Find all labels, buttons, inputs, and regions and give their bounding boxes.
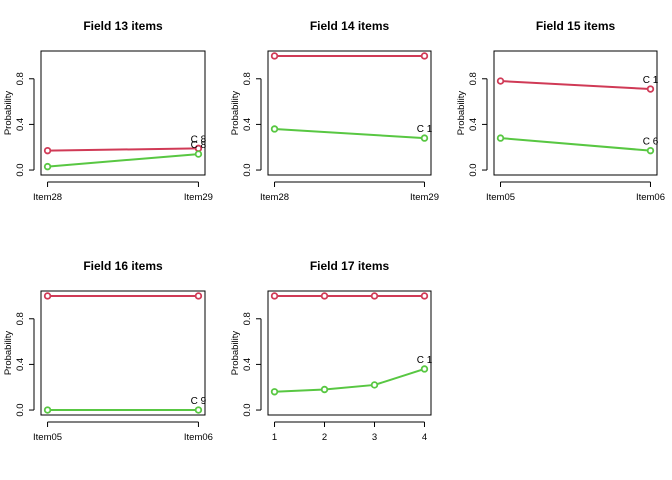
data-point [43, 292, 52, 300]
data-point [370, 381, 379, 389]
data-point [43, 146, 52, 155]
data-point [270, 52, 279, 60]
point-label: C 9 [191, 396, 207, 407]
y-tick-label: 0.0 [468, 163, 479, 176]
y-tick-label: 0.8 [15, 72, 26, 85]
data-point [320, 385, 329, 394]
point-label: C 1 [417, 124, 433, 135]
x-tick-label: Item05 [33, 432, 62, 443]
y-tick-label: 0.0 [15, 403, 26, 416]
point-label: C 6 [643, 137, 659, 148]
chart-title: Field 16 items [83, 259, 163, 273]
data-point [646, 85, 655, 93]
y-tick-label: 0.0 [242, 403, 253, 416]
plot-frame [40, 50, 206, 176]
data-point [646, 146, 655, 155]
x-tick-label: 1 [272, 432, 277, 443]
y-tick-label: 0.4 [242, 118, 253, 131]
y-tick-label: 0.0 [242, 163, 253, 176]
point-label: C 1 [417, 355, 433, 366]
plot-frame [493, 50, 658, 176]
data-point [496, 77, 505, 85]
y-axis-title: Probability [3, 331, 14, 376]
y-tick-label: 0.8 [468, 72, 479, 85]
chart-title: Field 15 items [536, 19, 616, 33]
series-line [47, 147, 199, 152]
x-tick-label: Item06 [184, 432, 213, 443]
data-point [270, 292, 279, 300]
data-point [194, 150, 203, 158]
point-label: C 8 [191, 134, 207, 145]
x-tick-label: Item06 [636, 192, 665, 203]
data-point [420, 365, 429, 373]
data-point [194, 292, 203, 300]
y-tick-label: 0.8 [242, 312, 253, 325]
y-tick-label: 0.0 [15, 163, 26, 176]
data-point [420, 52, 429, 60]
x-tick-label: 2 [322, 432, 327, 443]
x-tick-label: Item28 [260, 192, 289, 203]
y-axis-title: Probability [456, 91, 467, 136]
plot-frame [40, 290, 206, 416]
x-tick-label: 3 [372, 432, 377, 443]
y-axis-title: Probability [3, 91, 14, 136]
chart-title: Field 14 items [310, 19, 390, 33]
data-point [420, 292, 429, 300]
y-tick-label: 0.4 [15, 118, 26, 131]
y-tick-label: 0.8 [15, 312, 26, 325]
data-point [270, 388, 279, 396]
y-tick-label: 0.4 [242, 358, 253, 371]
plot-frame [267, 50, 432, 176]
x-tick-label: Item29 [410, 192, 439, 203]
data-point [270, 125, 279, 133]
chart-title: Field 17 items [310, 259, 390, 273]
series-line [274, 127, 425, 140]
data-point [194, 406, 203, 414]
data-point [496, 134, 505, 142]
y-tick-label: 0.8 [242, 72, 253, 85]
data-point [43, 162, 52, 171]
series-line [500, 137, 651, 152]
series-line [500, 80, 651, 91]
y-tick-label: 0.4 [15, 358, 26, 371]
x-tick-label: Item28 [33, 192, 62, 203]
y-axis-title: Probability [230, 91, 241, 136]
plot-frame [267, 290, 432, 416]
x-tick-label: Item29 [184, 192, 213, 203]
data-point [370, 292, 379, 300]
data-point [43, 406, 52, 414]
x-tick-label: 4 [422, 432, 427, 443]
series-line [274, 368, 425, 393]
series-line [47, 153, 199, 168]
chart-title: Field 13 items [83, 19, 163, 33]
point-label: C 8 [191, 140, 207, 151]
data-point [320, 292, 329, 300]
y-tick-label: 0.4 [468, 118, 479, 131]
data-point [420, 134, 429, 142]
x-tick-label: Item05 [486, 192, 515, 203]
y-axis-title: Probability [230, 331, 241, 376]
point-label: C 1 [643, 75, 659, 86]
